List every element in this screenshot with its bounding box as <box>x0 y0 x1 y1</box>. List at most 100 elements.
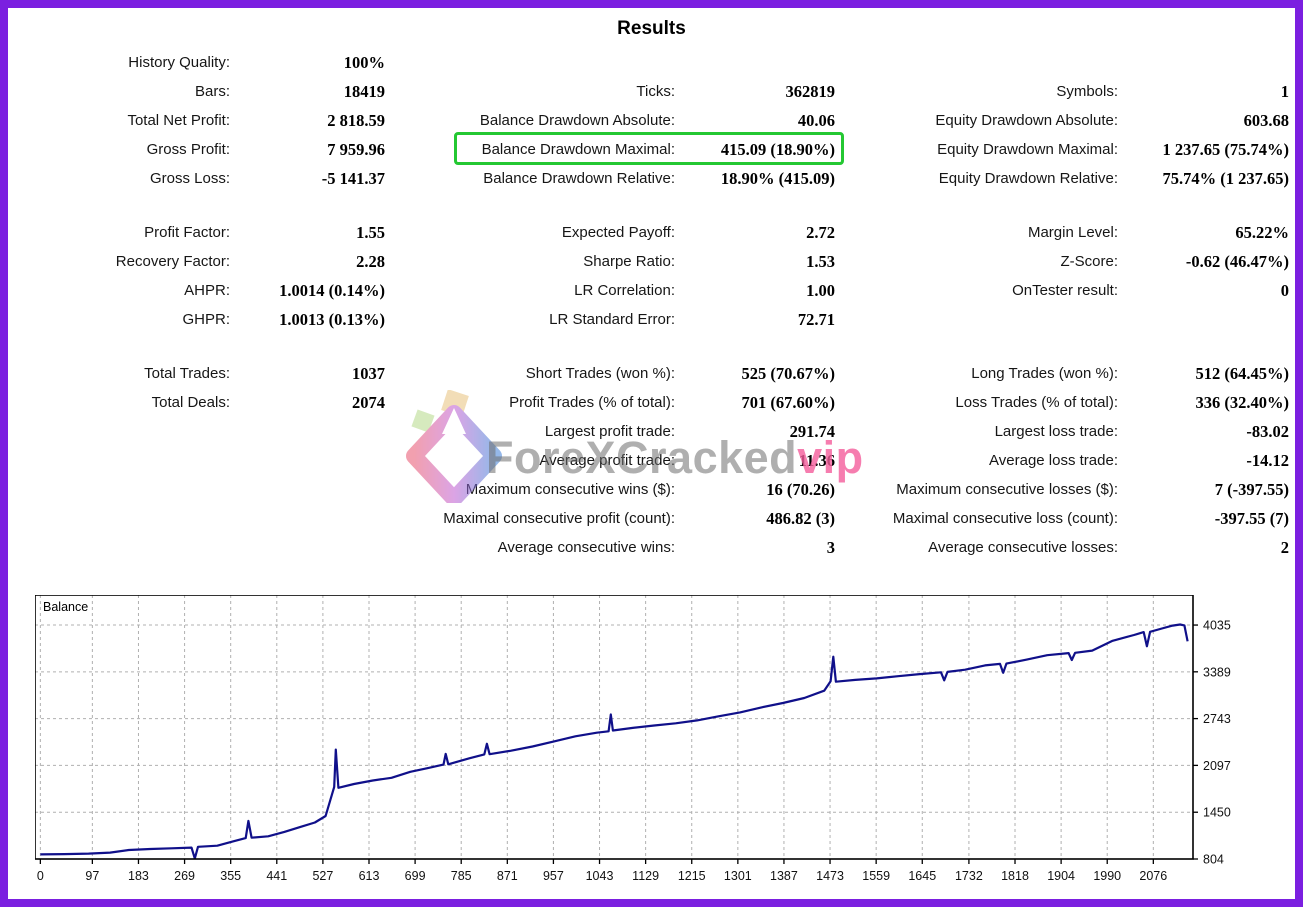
y-tick-label: 804 <box>1203 853 1224 867</box>
x-tick-label: 183 <box>128 869 149 883</box>
stat-label: LR Correlation: <box>574 282 675 299</box>
stat-label: Equity Drawdown Maximal: <box>937 141 1118 158</box>
stat-label: Recovery Factor: <box>115 253 230 270</box>
x-tick-label: 1129 <box>632 869 659 883</box>
stat-label: History Quality: <box>128 54 230 71</box>
stat-value: 1 237.65 (75.74%) <box>1162 139 1290 159</box>
stat-value: 415.09 (18.90%) <box>720 139 835 159</box>
x-tick-label: 355 <box>220 869 241 883</box>
stats-row: Average consecutive wins: 3 Average consec… <box>38 533 1289 562</box>
stat-value: 2 818.59 <box>327 110 385 130</box>
stats-row: Gross Profit: 7 959.96 Balance Drawdown Ma… <box>38 135 1289 164</box>
stat-label: LR Standard Error: <box>549 311 675 328</box>
stats-row: GHPR: 1.0013 (0.13%) LR Standard Error: 72.… <box>38 305 1289 334</box>
balance-chart-svg: 0 97 183 269 355 441 527 613 699 785 871 957 1043 112… <box>34 594 1231 883</box>
x-tick-label: 441 <box>266 869 287 883</box>
stat-label: AHPR: <box>184 282 230 299</box>
stat-label: Total Net Profit: <box>127 112 230 129</box>
stat-value: 525 (70.67%) <box>741 363 836 383</box>
stat-label: Balance Drawdown Relative: <box>483 170 675 187</box>
stats-row: History Quality: 100% <box>38 48 1289 77</box>
page-title: Results <box>617 18 686 39</box>
stats-row: Bars: 18419 Ticks: 362819 Symbols: 1 <box>38 77 1289 106</box>
stats-row: AHPR: 1.0014 (0.14%) LR Correlation: 1.00 On… <box>38 276 1289 305</box>
stat-label: Z-Score: <box>1060 253 1118 270</box>
x-tick-label: 1387 <box>770 869 798 883</box>
stat-label: GHPR: <box>182 311 230 328</box>
stat-value: 18419 <box>343 81 385 101</box>
stat-value: 1.55 <box>356 222 385 242</box>
x-tick-label: 2076 <box>1139 869 1167 883</box>
stat-value: 1037 <box>352 363 385 383</box>
stat-value: 291.74 <box>789 421 835 441</box>
stat-label: Equity Drawdown Absolute: <box>935 112 1118 129</box>
stats-row: Total Net Profit: 2 818.59 Balance Drawdow… <box>38 106 1289 135</box>
stats-row: Maximal consecutive profit (count): 486.8… <box>38 504 1289 533</box>
stats-row: Average profit trade: 11.36 Average loss t… <box>38 446 1289 475</box>
stat-label: Maximal consecutive profit (count): <box>443 510 675 527</box>
stat-label: Expected Payoff: <box>561 224 675 241</box>
stats-row: Total Deals: 2074 Profit Trades (% of tota… <box>38 388 1289 417</box>
x-tick-label: 1473 <box>816 869 844 883</box>
stat-value: 603.68 <box>1243 110 1289 130</box>
stats-row: Profit Factor: 1.55 Expected Payoff: 2.72 Ma… <box>38 218 1289 247</box>
stat-value: 336 (32.40%) <box>1195 392 1290 412</box>
stat-value: -14.12 <box>1246 450 1289 470</box>
stat-label: Loss Trades (% of total): <box>955 394 1118 411</box>
stat-value: 1.0014 (0.14%) <box>279 280 385 300</box>
stat-label: Total Deals: <box>151 394 230 411</box>
stat-value: 2074 <box>352 392 385 412</box>
stat-label: Profit Trades (% of total): <box>509 394 675 411</box>
stat-label: Maximum consecutive wins ($): <box>465 481 675 498</box>
stats-block-spacer <box>38 193 1289 218</box>
stat-value: 362819 <box>785 81 836 101</box>
plot-border <box>34 594 1194 860</box>
stat-value: 512 (64.45%) <box>1195 363 1290 383</box>
stat-value: 0 <box>1280 280 1289 300</box>
x-tick-label: 0 <box>37 869 44 883</box>
stat-value: 3 <box>826 537 835 557</box>
y-tick-label: 1450 <box>1203 806 1231 820</box>
x-tick-label: 1645 <box>908 869 936 883</box>
stats-block-spacer <box>38 334 1289 359</box>
y-tick-label: 3389 <box>1203 665 1231 679</box>
chart-series-label: Balance <box>43 600 88 614</box>
stat-value: 1.53 <box>806 251 835 271</box>
stat-label: Equity Drawdown Relative: <box>938 170 1118 187</box>
x-tick-label: 1559 <box>862 869 890 883</box>
stat-value: -0.62 (46.47%) <box>1185 251 1289 271</box>
stats-row: Maximum consecutive wins ($): 16 (70.26) M… <box>38 475 1289 504</box>
stat-label: Average consecutive wins: <box>497 539 675 556</box>
stats-row: Largest profit trade: 291.74 Largest loss … <box>38 417 1289 446</box>
x-tick-label: 1732 <box>955 869 983 883</box>
balance-chart: 0 97 183 269 355 441 527 613 699 785 871 957 1043 112… <box>34 594 1285 899</box>
stat-label: Average loss trade: <box>989 452 1118 469</box>
stat-value: 65.22% <box>1235 222 1289 242</box>
stat-value: 75.74% (1 237.65) <box>1162 168 1290 188</box>
stats-row: Gross Loss: -5 141.37 Balance Drawdown Rel… <box>38 164 1289 193</box>
stat-label: Average consecutive losses: <box>928 539 1118 556</box>
stat-label: Largest profit trade: <box>544 423 675 440</box>
x-tick-label: 871 <box>497 869 518 883</box>
stat-value: 1 <box>1280 81 1289 101</box>
stat-value: -397.55 (7) <box>1214 508 1289 528</box>
stat-label: Margin Level: <box>1027 224 1118 241</box>
stat-value: 2.28 <box>356 251 385 271</box>
x-tick-label: 1215 <box>678 869 706 883</box>
balance-line <box>40 623 1189 860</box>
x-tick-label: 699 <box>405 869 426 883</box>
stat-value: 701 (67.60%) <box>741 392 836 412</box>
stat-label: Profit Factor: <box>144 224 230 241</box>
x-tick-label: 1043 <box>586 869 614 883</box>
stats-row: Recovery Factor: 2.28 Sharpe Ratio: 1.53 Z-S… <box>38 247 1289 276</box>
x-tick-label: 269 <box>174 869 195 883</box>
x-tick-label: 527 <box>312 869 333 883</box>
x-tick-label: 957 <box>543 869 564 883</box>
stat-label: Largest loss trade: <box>994 423 1118 440</box>
stat-value: 1.00 <box>806 280 835 300</box>
stat-value: 40.06 <box>797 110 835 130</box>
stat-value: 486.82 (3) <box>766 508 835 528</box>
stat-value: 16 (70.26) <box>766 479 835 499</box>
stat-value: 11.36 <box>798 450 835 470</box>
